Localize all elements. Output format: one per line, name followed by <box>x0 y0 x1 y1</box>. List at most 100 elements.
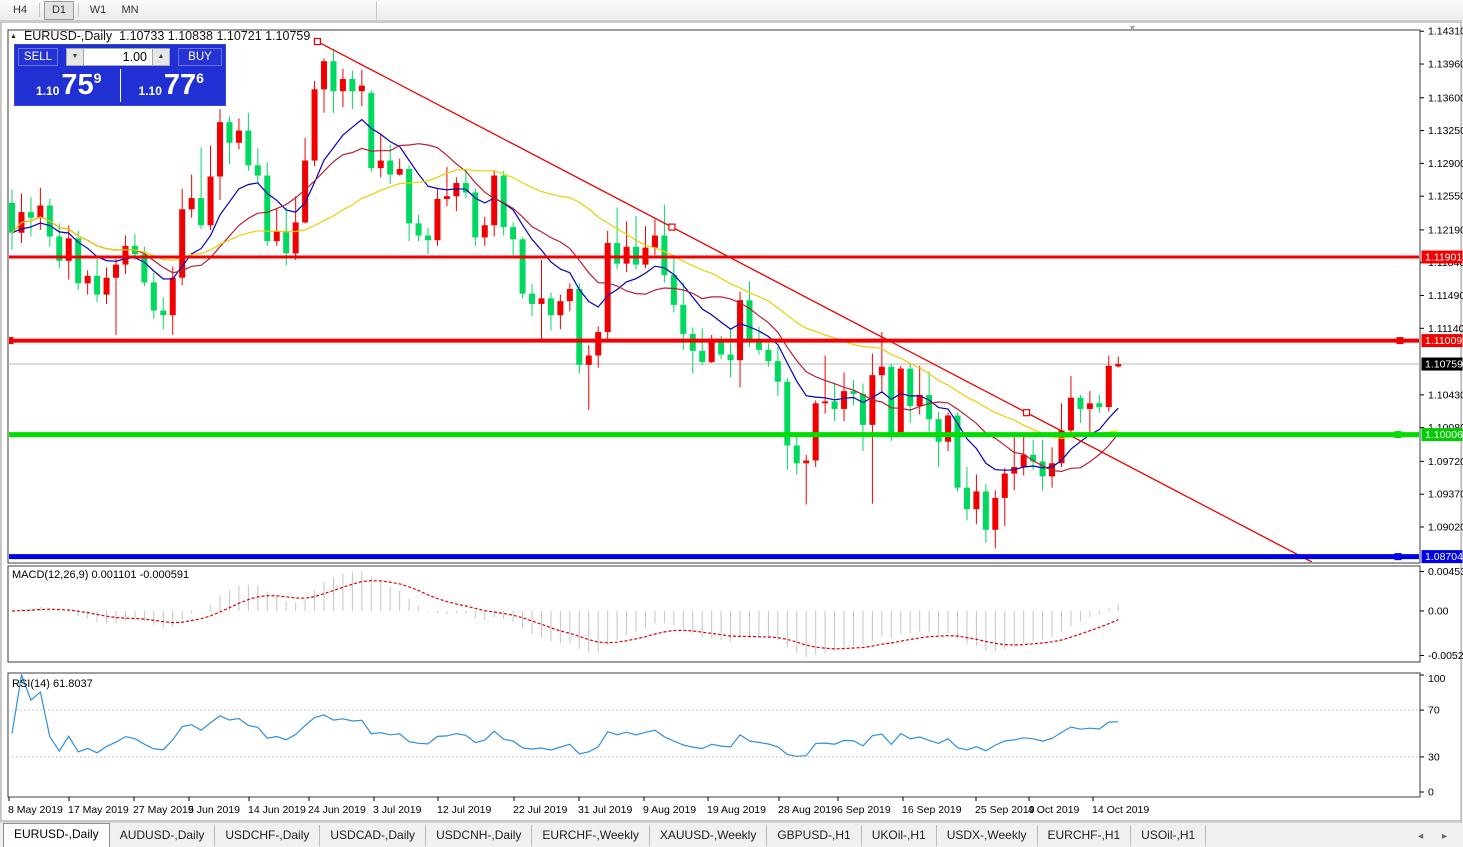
chart-tab-usdcnh-daily[interactable]: USDCNH-,Daily <box>426 825 533 846</box>
collapse-triangle-icon[interactable]: ▲ <box>10 33 17 40</box>
lot-increment-button[interactable]: ▲ <box>152 48 170 66</box>
svg-text:1.13600: 1.13600 <box>1428 92 1463 104</box>
chart-tab-eurchf-h1[interactable]: EURCHF-,H1 <box>1038 825 1132 846</box>
toolbar-separator <box>78 3 79 17</box>
chart-tab-gbpusd-h1[interactable]: GBPUSD-,H1 <box>767 825 862 846</box>
lot-size-input[interactable]: 1.00 <box>84 48 152 66</box>
buy-price-prefix: 1.10 <box>138 84 162 98</box>
buy-price-display[interactable]: 1.10 77 6 <box>119 69 223 102</box>
lot-decrement-button[interactable]: ▼ <box>66 48 84 66</box>
macd-indicator-label: MACD(12,26,9) 0.001101 -0.000591 <box>12 569 190 581</box>
svg-text:0: 0 <box>1428 787 1434 799</box>
svg-text:31 Jul 2019: 31 Jul 2019 <box>578 804 632 816</box>
timeframe-button-d1[interactable]: D1 <box>44 0 74 20</box>
rsi-pane <box>7 672 1421 798</box>
svg-text:1.13250: 1.13250 <box>1428 125 1463 137</box>
svg-text:1.14310: 1.14310 <box>1428 26 1463 38</box>
timeframe-toolbar: H4 D1 W1 MN <box>0 0 1463 21</box>
tab-scroll-arrows[interactable]: ◂ ▸ <box>1418 831 1455 842</box>
hline-handle[interactable] <box>1396 337 1404 345</box>
svg-text:19 Aug 2019: 19 Aug 2019 <box>707 804 766 816</box>
svg-text:16 Sep 2019: 16 Sep 2019 <box>902 804 962 816</box>
svg-text:1.11901: 1.11901 <box>1425 252 1462 264</box>
svg-text:22 Jul 2019: 22 Jul 2019 <box>513 804 567 816</box>
buy-button[interactable]: BUY <box>178 48 222 66</box>
svg-text:-0.005205: -0.005205 <box>1428 650 1463 662</box>
svg-text:1.12900: 1.12900 <box>1428 158 1463 170</box>
svg-text:9 Aug 2019: 9 Aug 2019 <box>643 804 696 816</box>
svg-text:25 Sep 2019: 25 Sep 2019 <box>975 804 1035 816</box>
rsi-line <box>11 674 1119 757</box>
svg-text:14 Oct 2019: 14 Oct 2019 <box>1092 804 1149 816</box>
svg-text:8 May 2019: 8 May 2019 <box>8 804 63 816</box>
svg-text:0.00: 0.00 <box>1428 605 1449 617</box>
svg-text:30: 30 <box>1428 751 1440 763</box>
chart-tab-eurusd-daily[interactable]: EURUSD-,Daily <box>3 823 110 847</box>
chart-tab-bar: EURUSD-,Daily AUDUSD-,Daily USDCHF-,Daily U… <box>0 822 1463 847</box>
sell-price-prefix: 1.10 <box>36 84 60 98</box>
svg-text:1.12550: 1.12550 <box>1428 191 1463 203</box>
macd-pane <box>7 565 1421 663</box>
sell-price-sup: 9 <box>93 70 102 86</box>
macd-axis: 0.004536 0.00 -0.005205 <box>1420 566 1463 662</box>
chart-tab-usdcad-daily[interactable]: USDCAD-,Daily <box>320 825 427 846</box>
sell-price-big: 75 <box>61 69 94 101</box>
svg-text:1.09720: 1.09720 <box>1428 456 1463 468</box>
hline-handle[interactable] <box>1394 431 1402 439</box>
chart-tab-audusd-daily[interactable]: AUDUSD-,Daily <box>110 825 216 846</box>
svg-text:17 May 2019: 17 May 2019 <box>68 804 129 816</box>
svg-text:1.13960: 1.13960 <box>1428 59 1463 71</box>
rsi-axis: 100 70 30 0 <box>1420 673 1446 799</box>
timeframe-button-h4[interactable]: H4 <box>12 3 28 16</box>
svg-text:1.10006: 1.10006 <box>1425 429 1463 441</box>
rsi-indicator-label: RSI(14) 61.8037 <box>12 678 93 690</box>
descending-trendline[interactable] <box>317 40 1313 562</box>
svg-text:3 Jul 2019: 3 Jul 2019 <box>373 804 422 816</box>
chart-tab-usoil-h1[interactable]: USOil-,H1 <box>1131 825 1207 846</box>
svg-text:1.09020: 1.09020 <box>1428 522 1463 534</box>
scroll-to-end-marker-icon[interactable]: ▼ <box>1128 23 1137 33</box>
svg-text:1.10759: 1.10759 <box>1425 359 1463 371</box>
chart-symbol-period: EURUSD-,Daily <box>23 29 113 43</box>
svg-text:1.10430: 1.10430 <box>1428 389 1463 401</box>
svg-text:27 May 2019: 27 May 2019 <box>133 804 194 816</box>
chart-tab-usdchf-daily[interactable]: USDCHF-,Daily <box>215 825 321 846</box>
chart-canvas: ▼ 1.14310 1.13960 1.13600 1.13250 1.12900 1.12… <box>0 21 1463 822</box>
timeframe-button-w1[interactable]: W1 <box>89 3 107 16</box>
one-click-trade-panel: SELL ▼ 1.00 ▲ BUY 1.10 75 9 1.10 77 6 <box>14 44 226 106</box>
toolbar-separator <box>39 3 40 17</box>
trendline-handle-0[interactable] <box>313 37 321 46</box>
chart-tab-ukoil-h1[interactable]: UKOil-,H1 <box>862 825 937 846</box>
trendline-handle-2[interactable] <box>1022 409 1031 417</box>
buy-price-big: 77 <box>163 69 197 101</box>
trendline-handle-1[interactable] <box>668 223 676 231</box>
sell-button[interactable]: SELL <box>18 48 58 66</box>
svg-text:5 Jun 2019: 5 Jun 2019 <box>188 804 240 816</box>
timeframe-button-mn[interactable]: MN <box>121 3 139 16</box>
chart-tab-usdx-weekly[interactable]: USDX-,Weekly <box>937 825 1038 846</box>
macd-histogram <box>20 571 1119 657</box>
moving-average-ema10 <box>11 118 1119 471</box>
svg-text:1.09370: 1.09370 <box>1428 489 1463 501</box>
svg-text:28 Aug 2019: 28 Aug 2019 <box>778 804 837 816</box>
chart-tab-xauusd-weekly[interactable]: XAUUSD-,Weekly <box>650 825 768 846</box>
toolbar-separator <box>376 0 377 20</box>
hline-handle[interactable] <box>1394 553 1402 561</box>
svg-text:6 Sep 2019: 6 Sep 2019 <box>837 804 891 816</box>
svg-text:100: 100 <box>1428 673 1446 685</box>
hline-handle[interactable] <box>7 337 14 345</box>
buy-price-sup: 6 <box>196 70 204 86</box>
svg-text:1.11140: 1.11140 <box>1428 323 1463 335</box>
chart-tab-eurchf-weekly[interactable]: EURCHF-,Weekly <box>532 825 650 846</box>
sell-price-display[interactable]: 1.10 75 9 <box>18 69 120 102</box>
chart-title: ▲ EURUSD-,Daily 1.10733 1.10838 1.10721 … <box>10 29 310 43</box>
svg-text:1.11009: 1.11009 <box>1425 335 1462 347</box>
chart-ohlc-values: 1.10733 1.10838 1.10721 1.10759 <box>119 29 311 43</box>
candlesticks <box>9 49 1122 549</box>
macd-signal-line <box>11 580 1119 650</box>
svg-text:0.004536: 0.004536 <box>1428 566 1463 578</box>
svg-text:1.11490: 1.11490 <box>1428 290 1463 302</box>
svg-text:24 Jun 2019: 24 Jun 2019 <box>308 804 366 816</box>
svg-text:14 Jun 2019: 14 Jun 2019 <box>248 804 306 816</box>
